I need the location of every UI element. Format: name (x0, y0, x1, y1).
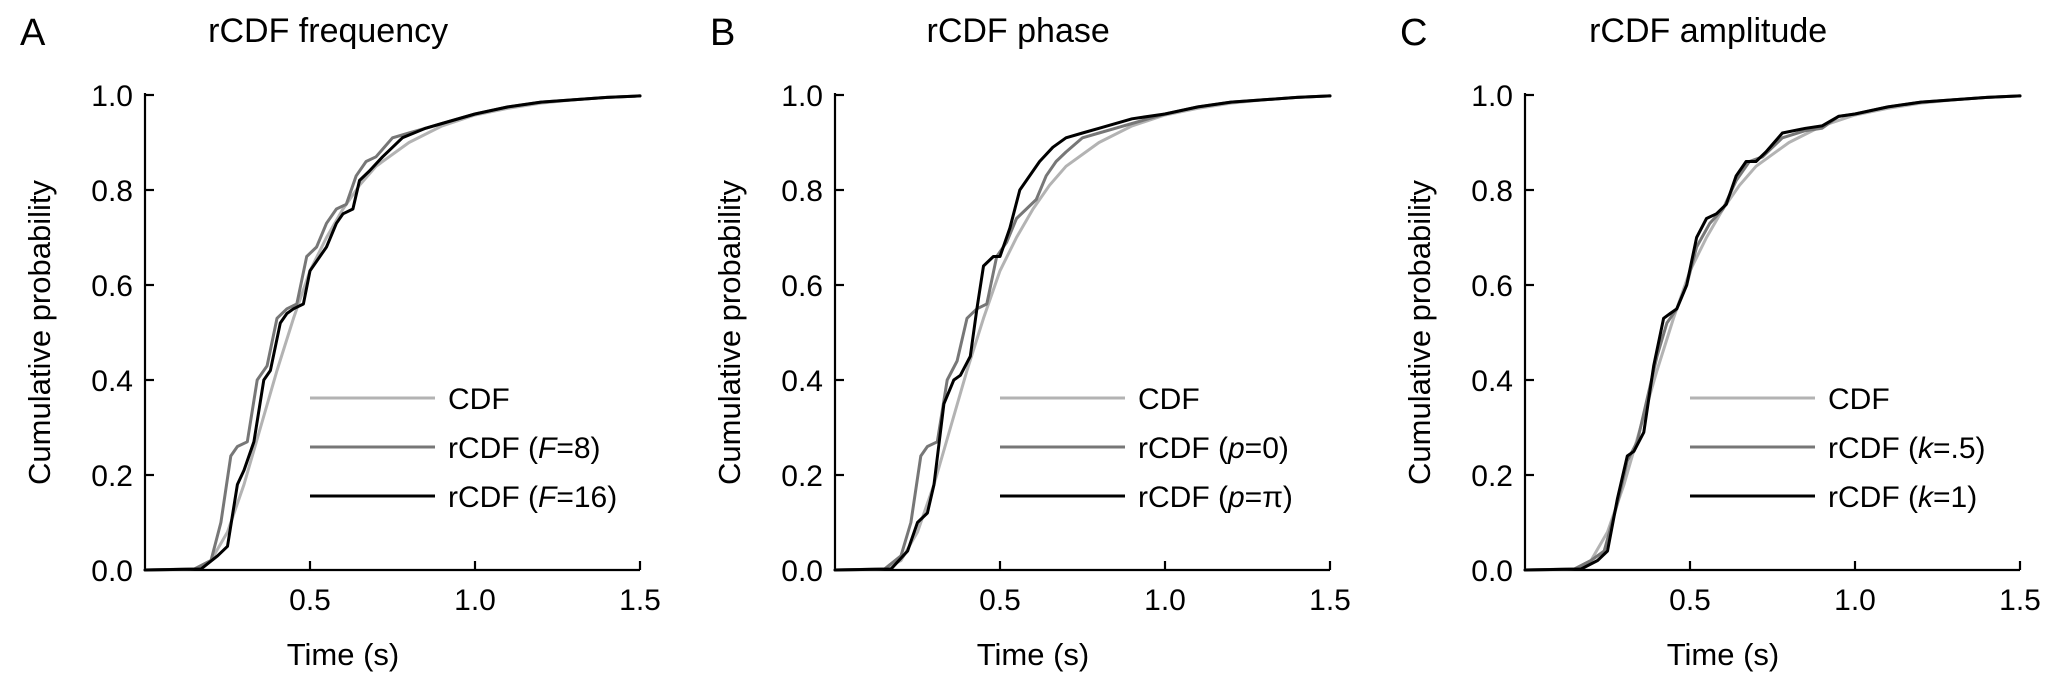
x-tick-label: 1.5 (1309, 584, 1351, 617)
x-tick-label: 1.5 (619, 584, 661, 617)
x-tick-label: 0.5 (289, 584, 331, 617)
series-line-3 (833, 94, 1332, 572)
y-tick-label: 0.8 (1471, 175, 1513, 208)
y-tick-label: 0.4 (91, 365, 133, 398)
legend-label-3: rCDF (k=1) (1828, 481, 1977, 514)
panel-title: rCDF frequency (208, 12, 448, 50)
panel-title: rCDF phase (927, 12, 1110, 50)
y-tick-label: 0.6 (91, 270, 133, 303)
legend-label-3: rCDF (F=16) (448, 481, 617, 514)
series-line-3 (143, 94, 642, 572)
x-axis-label: Time (s) (287, 637, 400, 672)
y-axis-label: Cumulative probability (712, 180, 747, 485)
x-tick-label: 0.5 (1669, 584, 1711, 617)
y-tick-label: 0.6 (1471, 270, 1513, 303)
legend-label-1: CDF (448, 383, 510, 416)
legend-label-2: rCDF (p=0) (1138, 432, 1289, 465)
y-tick-label: 0.2 (781, 460, 823, 493)
y-tick-label: 0.2 (91, 460, 133, 493)
y-tick-label: 0.8 (781, 175, 823, 208)
x-axis-label: Time (s) (1667, 637, 1780, 672)
x-tick-label: 1.0 (1144, 584, 1186, 617)
y-tick-label: 0.8 (91, 175, 133, 208)
x-tick-label: 0.5 (979, 584, 1021, 617)
y-tick-label: 1.0 (1471, 80, 1513, 113)
x-axis-label: Time (s) (977, 637, 1090, 672)
y-tick-label: 0.4 (1471, 365, 1513, 398)
y-tick-label: 0.4 (781, 365, 823, 398)
legend-label-3: rCDF (p=π) (1138, 481, 1293, 514)
x-tick-label: 1.0 (1834, 584, 1876, 617)
series-line-3 (1523, 94, 2022, 572)
y-tick-label: 0.0 (781, 555, 823, 588)
y-axis-label: Cumulative probability (1402, 180, 1437, 485)
y-axis-label: Cumulative probability (22, 180, 57, 485)
panel-letter: C (1400, 12, 1427, 54)
y-tick-label: 0.2 (1471, 460, 1513, 493)
y-tick-label: 0.0 (1471, 555, 1513, 588)
legend-label-1: CDF (1828, 383, 1890, 416)
legend-label-2: rCDF (F=8) (448, 432, 601, 465)
y-tick-label: 1.0 (91, 80, 133, 113)
legend-label-2: rCDF (k=.5) (1828, 432, 1986, 465)
panel-letter: B (710, 12, 735, 54)
panel-title: rCDF amplitude (1589, 12, 1827, 50)
x-tick-label: 1.5 (1999, 584, 2041, 617)
y-tick-label: 0.0 (91, 555, 133, 588)
y-tick-label: 0.6 (781, 270, 823, 303)
panel-letter: A (20, 12, 46, 54)
x-tick-label: 1.0 (454, 584, 496, 617)
y-tick-label: 1.0 (781, 80, 823, 113)
legend-label-1: CDF (1138, 383, 1200, 416)
